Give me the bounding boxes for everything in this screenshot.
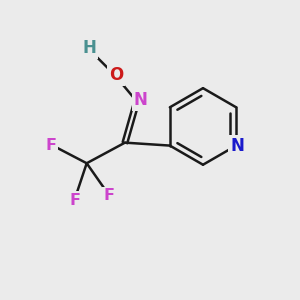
Text: H: H — [83, 39, 97, 57]
Text: F: F — [103, 188, 114, 203]
Text: N: N — [133, 91, 147, 109]
Text: F: F — [46, 138, 57, 153]
Text: N: N — [230, 136, 244, 154]
Text: F: F — [69, 193, 80, 208]
Text: O: O — [109, 66, 123, 84]
